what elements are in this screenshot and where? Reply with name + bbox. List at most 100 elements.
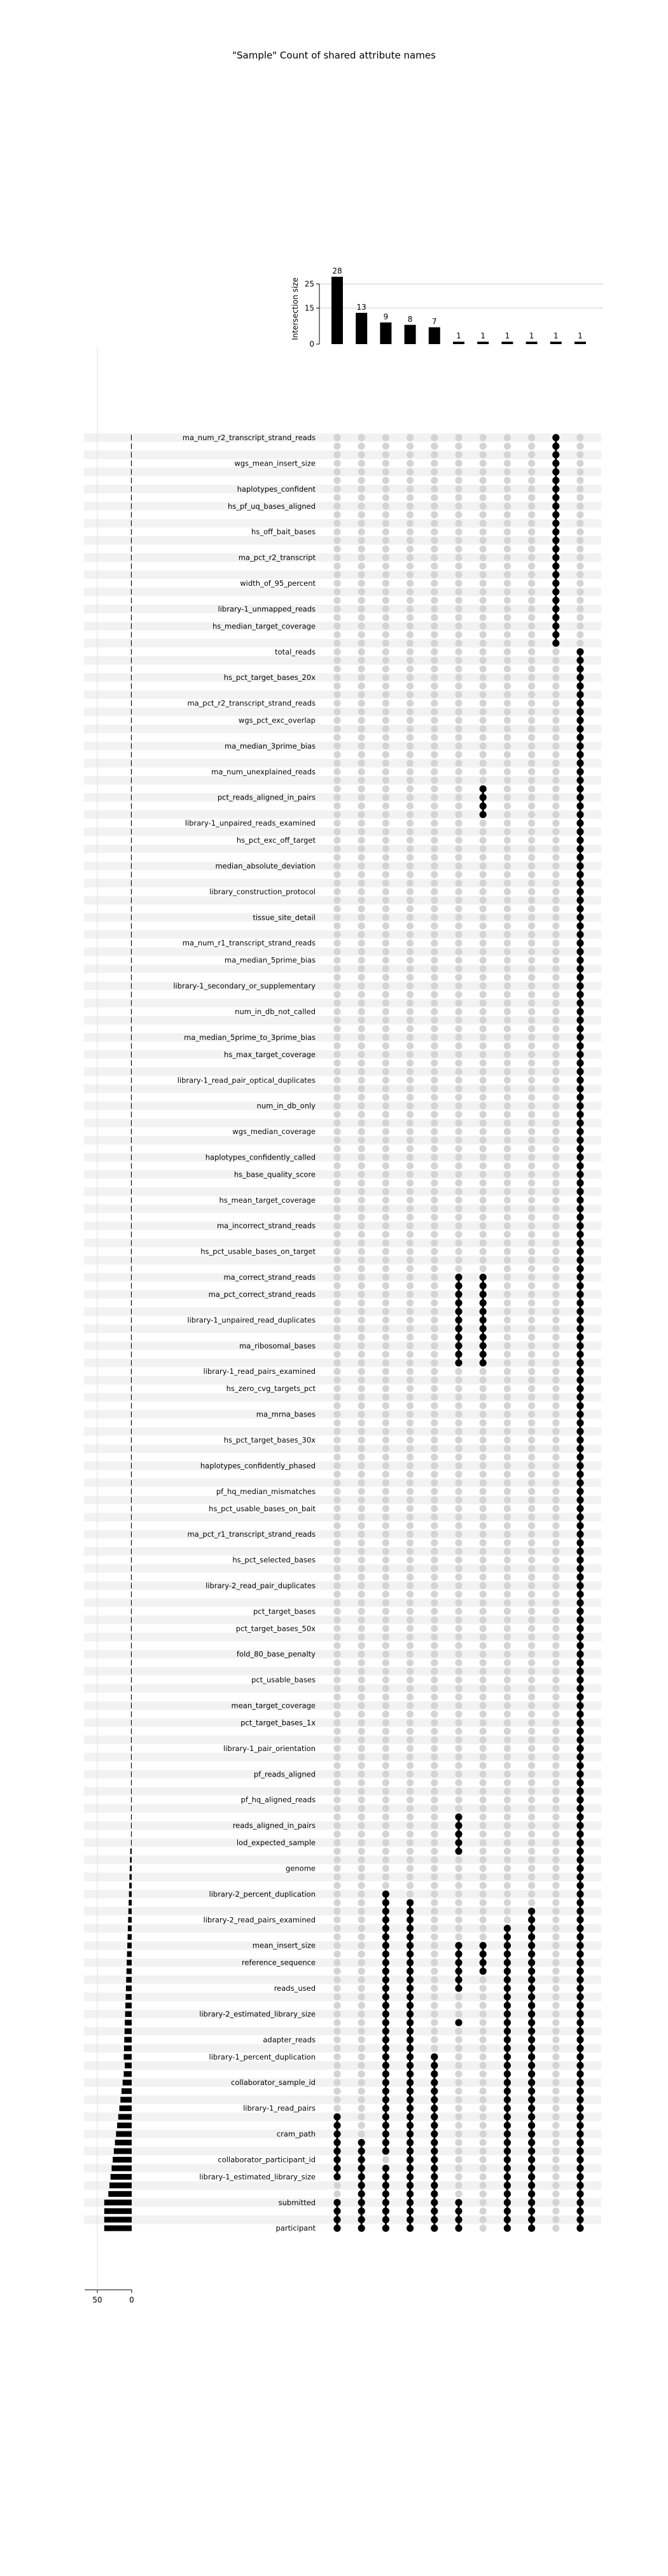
membership-dot-inactive (407, 1736, 414, 1744)
membership-dot-inactive (455, 494, 463, 501)
membership-dot-active (576, 845, 584, 853)
membership-dot-inactive (382, 1796, 390, 1804)
membership-dot-inactive (479, 1899, 487, 1906)
membership-dot-inactive (333, 1128, 341, 1135)
membership-dot-inactive (552, 2182, 560, 2189)
membership-dot-inactive (503, 1342, 511, 1350)
membership-dot-inactive (333, 1607, 341, 1615)
row-shade (84, 1444, 601, 1453)
membership-dot-inactive (358, 1051, 365, 1058)
membership-dot-inactive (333, 1222, 341, 1229)
membership-dot-active (576, 1607, 584, 1615)
membership-dot-inactive (431, 1436, 438, 1444)
membership-dot-inactive (479, 1642, 487, 1649)
membership-dot-inactive (431, 1745, 438, 1752)
membership-dot-inactive (479, 1016, 487, 1024)
membership-dot-inactive (455, 751, 463, 758)
membership-dot-active (576, 716, 584, 724)
membership-dot-inactive (479, 1976, 487, 1984)
row-shade (84, 810, 601, 819)
row-shade (84, 604, 601, 614)
membership-dot-inactive (455, 459, 463, 467)
membership-dot-active (503, 2070, 511, 2078)
membership-dot-inactive (333, 511, 341, 518)
membership-dot-inactive (431, 1034, 438, 1041)
set-size-bar (130, 992, 132, 998)
membership-dot-active (382, 2216, 390, 2224)
membership-dot-inactive (503, 494, 511, 501)
membership-dot-inactive (431, 553, 438, 562)
membership-dot-inactive (382, 742, 390, 750)
membership-dot-inactive (358, 819, 365, 827)
membership-dot-inactive (333, 768, 341, 775)
membership-dot-inactive (552, 1462, 560, 1469)
membership-dot-inactive (455, 699, 463, 707)
membership-dot-active (576, 1128, 584, 1135)
membership-dot-inactive (479, 1214, 487, 1221)
membership-dot-active (576, 939, 584, 947)
membership-dot-inactive (382, 1085, 390, 1093)
membership-dot-inactive (382, 1342, 390, 1350)
membership-dot-inactive (382, 1762, 390, 1769)
set-row-label: submitted (279, 2198, 316, 2207)
membership-dot-active (503, 2002, 511, 2009)
membership-dot-inactive (552, 656, 560, 664)
set-size-bar (130, 1720, 132, 1726)
membership-dot-active (528, 2105, 536, 2112)
membership-dot-active (528, 2070, 536, 2078)
membership-dot-inactive (382, 716, 390, 724)
membership-dot-inactive (455, 974, 463, 981)
membership-dot-inactive (552, 1170, 560, 1179)
membership-dot-inactive (552, 1291, 560, 1298)
set-size-bar (130, 640, 132, 646)
membership-dot-inactive (407, 553, 414, 562)
membership-dot-active (576, 1745, 584, 1752)
set-size-bar (130, 1659, 132, 1666)
membership-dot-inactive (552, 1222, 560, 1229)
membership-dot-inactive (333, 1839, 341, 1846)
membership-dot-inactive (503, 802, 511, 810)
membership-dot-inactive (407, 1427, 414, 1436)
membership-dot-inactive (528, 1068, 536, 1076)
membership-dot-inactive (407, 1890, 414, 1898)
membership-dot-active (576, 1762, 584, 1769)
membership-dot-inactive (503, 1196, 511, 1204)
membership-dot-inactive (431, 965, 438, 973)
membership-dot-active (576, 1599, 584, 1607)
membership-dot-active (382, 2036, 390, 2044)
set-size-bar (125, 2062, 132, 2068)
membership-dot-inactive (552, 1264, 560, 1273)
membership-dot-inactive (358, 1333, 365, 1341)
membership-dot-inactive (358, 1188, 365, 1195)
membership-dot-inactive (479, 845, 487, 853)
membership-dot-inactive (431, 1804, 438, 1812)
row-shade (84, 656, 601, 665)
membership-dot-inactive (528, 459, 536, 467)
set-size-bar (130, 1711, 132, 1717)
membership-dot-inactive (528, 528, 536, 536)
membership-dot-inactive (333, 1488, 341, 1495)
membership-dot-inactive (552, 1153, 560, 1161)
membership-dot-inactive (479, 1933, 487, 1941)
membership-dot-inactive (479, 494, 487, 501)
membership-dot-inactive (455, 1993, 463, 2001)
membership-dot-inactive (382, 1273, 390, 1281)
membership-dot-inactive (552, 1959, 560, 1967)
set-size-bar (130, 734, 132, 740)
membership-dot-inactive (431, 1136, 438, 1144)
membership-dot-inactive (358, 2044, 365, 2052)
set-size-bar (130, 1222, 132, 1229)
membership-dot-inactive (503, 1359, 511, 1367)
membership-dot-inactive (382, 528, 390, 536)
membership-dot-inactive (552, 1847, 560, 1855)
membership-dot-inactive (407, 990, 414, 999)
membership-dot-inactive (431, 708, 438, 716)
set-row-label: num_in_db_not_called (235, 1007, 316, 1016)
membership-dot-inactive (528, 811, 536, 819)
membership-dot-inactive (358, 1488, 365, 1495)
set-size-bar (125, 1985, 132, 1991)
membership-dot-inactive (431, 1231, 438, 1238)
membership-dot-active (528, 2096, 536, 2103)
membership-dot-active (382, 2053, 390, 2061)
set-size-bar (130, 1677, 132, 1683)
